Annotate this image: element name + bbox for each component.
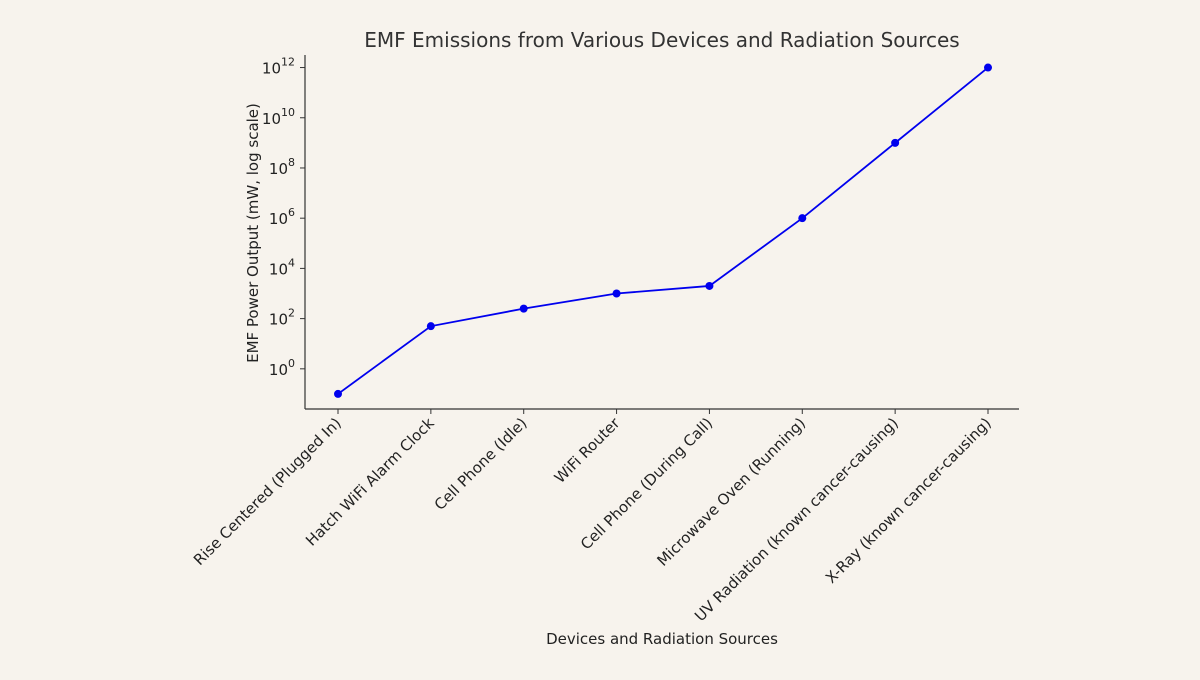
x-tick-label: WiFi Router bbox=[551, 414, 624, 487]
data-point bbox=[984, 63, 992, 72]
y-tick-label: 106 bbox=[269, 206, 295, 228]
x-tick-label: UV Radiation (known cancer-causing) bbox=[691, 414, 902, 625]
data-point bbox=[426, 322, 435, 331]
x-tick-label: Cell Phone (Idle) bbox=[431, 414, 531, 514]
x-tick-label: X-Ray (known cancer-causing) bbox=[822, 414, 995, 587]
data-point bbox=[705, 281, 714, 290]
x-axis-ticks: Rise Centered (Plugged In)Hatch WiFi Ala… bbox=[190, 409, 995, 625]
data-point bbox=[334, 389, 342, 398]
y-tick-label: 108 bbox=[269, 156, 295, 178]
series-line bbox=[337, 66, 989, 395]
x-tick-label: Rise Centered (Plugged In) bbox=[190, 414, 345, 569]
series bbox=[334, 63, 992, 398]
data-point bbox=[798, 214, 807, 223]
data-point bbox=[612, 289, 621, 298]
y-axis-ticks: 100 102 104 106 108 1010 1012 bbox=[262, 56, 305, 379]
x-tick-label: Microwave Oven (Running) bbox=[654, 414, 810, 570]
y-tick-label: 1010 bbox=[262, 106, 295, 128]
y-axis-label: EMF Power Output (mW, log scale) bbox=[244, 103, 262, 363]
y-tick-label: 104 bbox=[269, 256, 295, 278]
axes bbox=[304, 55, 1019, 410]
y-tick-label: 100 bbox=[269, 357, 295, 379]
y-tick-label: 1012 bbox=[262, 56, 295, 78]
x-axis-label: Devices and Radiation Sources bbox=[546, 630, 778, 648]
data-point bbox=[519, 304, 528, 313]
chart-title: EMF Emissions from Various Devices and R… bbox=[364, 28, 959, 52]
y-tick-label: 102 bbox=[269, 307, 295, 329]
data-point bbox=[891, 138, 900, 147]
